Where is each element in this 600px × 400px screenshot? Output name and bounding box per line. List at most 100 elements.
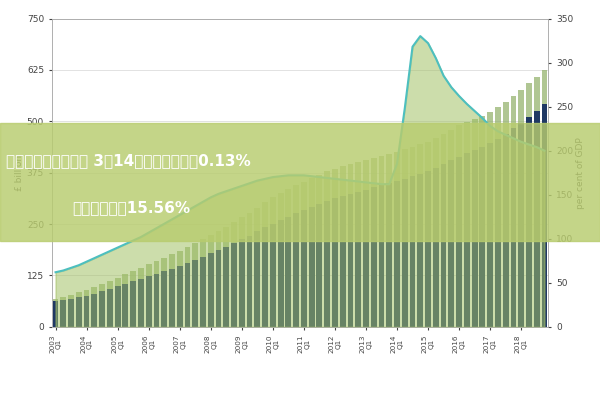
Bar [76,292,82,297]
Bar [270,224,276,327]
Bar [61,300,66,327]
Bar [542,70,547,104]
Bar [340,166,346,196]
Bar [223,247,229,327]
Bar [386,183,392,327]
Bar [146,264,152,276]
Bar [169,254,175,269]
Bar [161,271,167,327]
Bar [169,269,175,327]
Bar [301,182,307,210]
Bar [479,116,485,147]
Bar [99,291,105,327]
Bar [487,112,493,143]
Bar [355,162,361,192]
Bar [53,299,58,301]
Bar [518,90,524,123]
Bar [262,202,268,227]
Bar [511,96,517,128]
Bar [433,168,439,327]
Bar [154,274,160,327]
Bar [122,284,128,327]
Bar [542,104,547,327]
Bar [425,172,431,327]
Bar [410,147,415,176]
Bar [433,138,439,168]
Bar [138,279,144,327]
Bar [68,299,74,327]
Bar [122,274,128,284]
Bar [464,122,470,153]
Bar [316,204,322,327]
Bar [340,196,346,327]
Bar [270,197,276,224]
Bar [332,168,338,198]
Bar [418,174,423,327]
Bar [177,266,182,327]
Bar [511,128,517,327]
Bar [301,210,307,327]
Bar [154,261,160,274]
Bar [448,130,454,160]
Bar [177,251,182,266]
Bar [410,176,415,327]
Bar [503,102,509,134]
Bar [495,107,501,138]
Bar [355,192,361,327]
Bar [363,190,369,327]
Bar [402,149,407,179]
Bar [161,258,167,271]
Bar [278,193,284,220]
Bar [286,217,291,327]
Bar [107,281,113,289]
Bar [347,194,353,327]
Bar [487,143,493,327]
Bar [456,125,462,157]
Bar [440,134,446,164]
Bar [534,110,539,327]
Bar [479,147,485,327]
Bar [231,243,237,327]
Bar [208,235,214,253]
Bar [115,278,121,286]
Bar [456,157,462,327]
Bar [278,220,284,327]
Bar [332,198,338,327]
Bar [386,154,392,183]
Bar [309,207,314,327]
Bar [185,263,190,327]
Bar [254,208,260,232]
Bar [293,186,299,213]
Bar [193,243,198,260]
Bar [223,226,229,247]
Bar [379,186,385,327]
Bar [371,158,377,188]
Bar [402,179,407,327]
Bar [464,153,470,327]
Bar [425,142,431,172]
Bar [231,222,237,243]
Bar [68,295,74,299]
Bar [130,271,136,281]
Text: 配资有哪些好的平台 3月14日嘉泽转債下跨0.13%: 配资有哪些好的平台 3月14日嘉泽转債下跨0.13% [6,153,251,168]
Bar [394,152,400,181]
Bar [379,156,385,186]
Bar [534,77,539,110]
Bar [91,294,97,327]
Bar [394,181,400,327]
Bar [247,236,253,327]
Bar [526,117,532,327]
Bar [262,227,268,327]
Bar [239,239,245,327]
Bar [193,260,198,327]
Bar [526,84,532,117]
Bar [518,123,524,327]
Bar [53,301,58,327]
Bar [200,256,206,327]
Bar [309,178,314,207]
Text: ，转股溢价琗15.56%: ，转股溢价琗15.56% [72,200,190,215]
Bar [99,284,105,291]
Bar [185,247,190,263]
Y-axis label: £ billion: £ billion [15,155,24,191]
Bar [61,297,66,300]
